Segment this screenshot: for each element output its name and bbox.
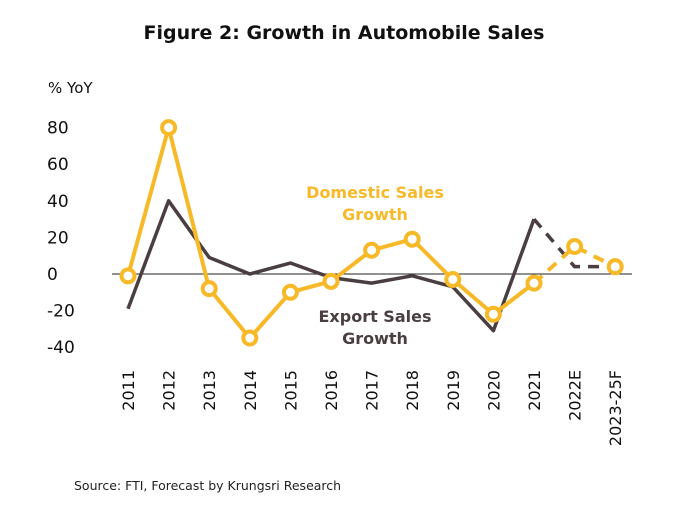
domestic-point [444, 270, 462, 288]
x-tick-label: 2011 [119, 370, 138, 411]
y-tick-label: 40 [47, 192, 69, 212]
x-tick-label: 2013 [200, 370, 219, 411]
y-tick-label: 60 [47, 155, 69, 175]
x-tick-labels: 2011 2012 2013 2014 2015 2016 2017 2018 2019 2020… [119, 370, 625, 446]
y-tick-label: 0 [47, 265, 58, 285]
x-tick-label: 2017 [363, 370, 382, 411]
y-tick-label: 20 [47, 228, 69, 248]
domestic-annotation-line-1: Domestic Sales [306, 183, 444, 202]
domestic-point [200, 280, 218, 298]
domestic-point [241, 329, 259, 347]
domestic-point [281, 283, 299, 301]
y-axis-label: % YoY [48, 79, 93, 97]
domestic-point [566, 238, 584, 256]
y-tick-label: -20 [47, 302, 75, 322]
x-tick-label: 2014 [241, 370, 260, 411]
x-tick-label: 2012 [160, 370, 179, 411]
source-note: Source: FTI, Forecast by Krungsri Resear… [74, 478, 342, 493]
y-tick-label: -40 [47, 338, 75, 358]
domestic-point [484, 305, 502, 323]
domestic-point [363, 241, 381, 259]
x-tick-label: 2021 [525, 370, 544, 411]
x-tick-label: 2018 [403, 370, 422, 411]
x-tick-label: 2016 [322, 370, 341, 411]
domestic-annotation-line-2: Growth [342, 205, 408, 224]
x-tick-label: 2015 [281, 370, 300, 411]
x-tick-label: 2023-25F [606, 370, 625, 446]
x-tick-label: 2019 [444, 370, 463, 411]
domestic-point [606, 258, 624, 276]
export-annotation-line-1: Export Sales [319, 307, 432, 326]
domestic-sales-markers [119, 119, 624, 347]
export-annotation-line-2: Growth [342, 329, 408, 348]
domestic-forecast-line [532, 244, 617, 285]
domestic-point [403, 230, 421, 248]
y-tick-labels: 80 60 40 20 0 -20 -40 [47, 119, 75, 359]
chart-title: Figure 2: Growth in Automobile Sales [143, 22, 545, 44]
domestic-point [119, 267, 137, 285]
y-tick-label: 80 [47, 119, 69, 139]
x-tick-label: 2020 [484, 370, 503, 411]
domestic-point [525, 274, 543, 292]
domestic-point [322, 272, 340, 290]
export-forecast-line [532, 217, 616, 269]
domestic-point [160, 119, 178, 137]
x-tick-label: 2022E [566, 370, 585, 421]
